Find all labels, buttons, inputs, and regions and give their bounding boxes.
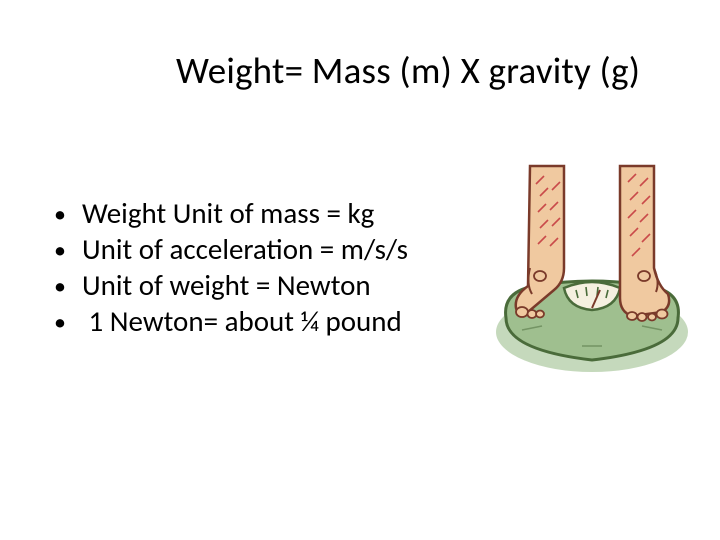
slide-title: Weight= Mass (m) X gravity (g) <box>176 48 640 93</box>
bullet-text: Unit of acceleration = m/s/s <box>82 231 408 267</box>
bullet-text: Weight Unit of mass = kg <box>82 195 374 231</box>
bullet-item: 1 Newton= about ¼ pound <box>54 304 408 340</box>
bullet-item: Unit of weight = Newton <box>54 268 408 304</box>
bullet-list: Weight Unit of mass = kg Unit of acceler… <box>54 196 408 340</box>
feet-on-scale-icon <box>482 160 702 380</box>
presentation-slide: { "title": "Weight= Mass (m) X gravity (… <box>0 0 720 540</box>
right-leg <box>620 166 669 321</box>
bullet-text: 1 Newton= about ¼ pound <box>82 303 402 339</box>
bullet-text: Unit of weight = Newton <box>82 267 371 303</box>
bullet-item: Unit of acceleration = m/s/s <box>54 232 408 268</box>
bullet-item: Weight Unit of mass = kg <box>54 196 408 232</box>
